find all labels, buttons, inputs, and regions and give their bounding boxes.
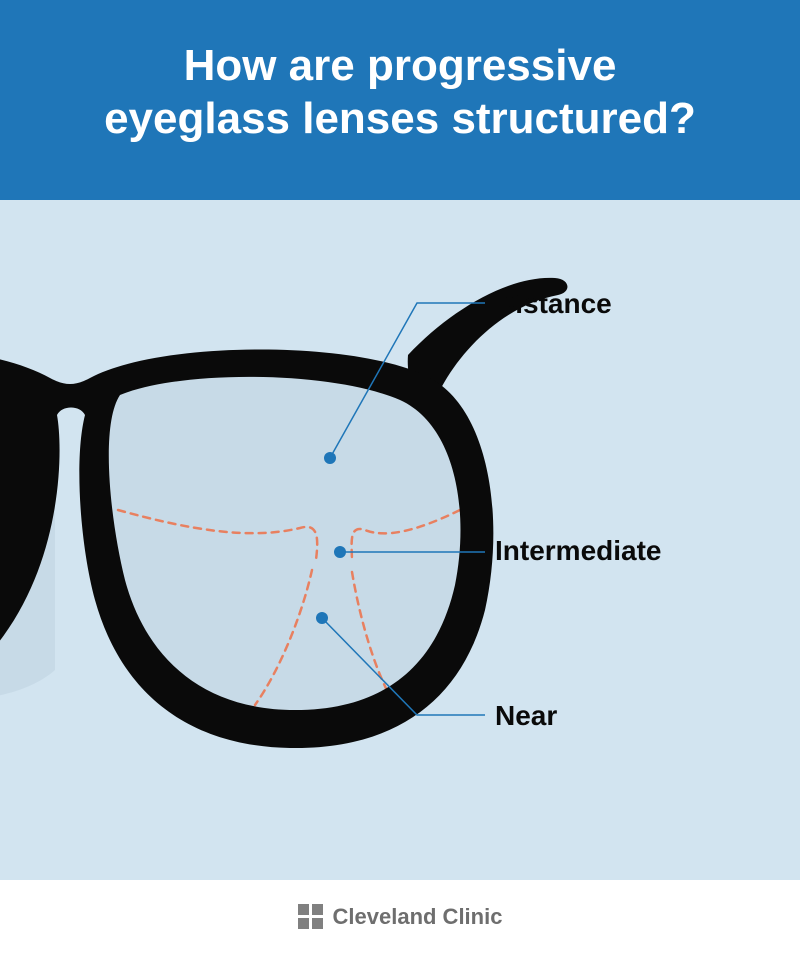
title-line-1: How are progressive [184,41,617,90]
title-line-2: eyeglass lenses structured? [104,94,696,143]
dot-intermediate [334,546,346,558]
dot-distance [324,452,336,464]
brand-logo-icon [298,904,323,929]
page-title: How are progressive eyeglass lenses stru… [20,40,780,146]
label-intermediate: Intermediate [495,535,662,567]
label-near: Near [495,700,557,732]
footer: Cleveland Clinic [0,880,800,953]
dot-near [316,612,328,624]
brand-name: Cleveland Clinic [333,904,503,930]
header: How are progressive eyeglass lenses stru… [0,0,800,200]
diagram-area: Distance Intermediate Near [0,200,800,880]
label-distance: Distance [495,288,612,320]
glasses-illustration [0,200,800,880]
